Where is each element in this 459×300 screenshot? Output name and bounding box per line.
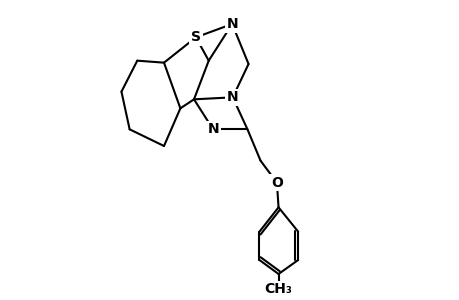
- Text: N: N: [226, 17, 237, 31]
- Text: N: N: [207, 122, 218, 136]
- Text: O: O: [270, 176, 282, 190]
- Text: N: N: [226, 90, 238, 104]
- Text: CH₃: CH₃: [264, 282, 292, 296]
- Text: S: S: [190, 30, 201, 44]
